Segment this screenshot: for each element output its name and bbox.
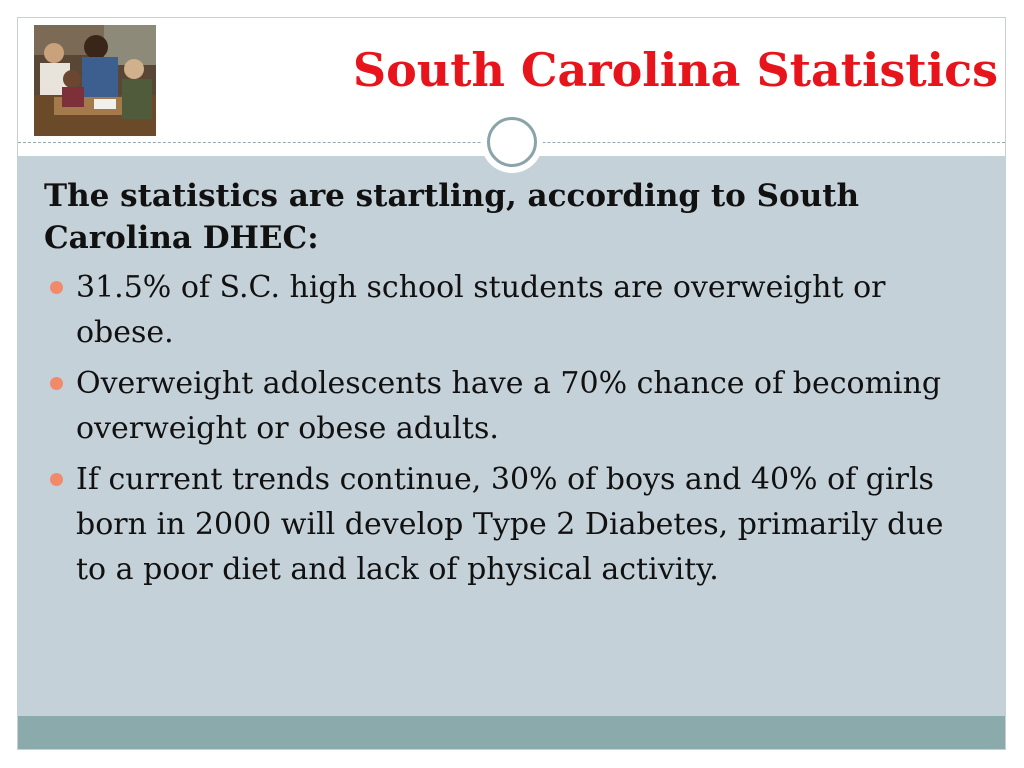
bullet-dot-icon — [50, 377, 63, 390]
classroom-photo-image — [34, 25, 156, 136]
bullet-item: 31.5% of S.C. high school students are o… — [44, 265, 974, 355]
bullet-text: Overweight adolescents have a 70% chance… — [76, 366, 942, 446]
page-title: South Carolina Statistics — [352, 43, 998, 97]
bullet-text: 31.5% of S.C. high school students are o… — [76, 270, 886, 350]
slide-content: The statistics are startling, according … — [44, 175, 974, 598]
bullet-list: 31.5% of S.C. high school students are o… — [44, 265, 974, 592]
circle-ornament-icon — [481, 111, 543, 173]
footer-band — [18, 716, 1005, 749]
bullet-item: If current trends continue, 30% of boys … — [44, 457, 974, 592]
content-panel — [18, 156, 1005, 716]
lead-text: The statistics are startling, according … — [44, 178, 860, 256]
classroom-photo — [34, 25, 156, 136]
bullet-dot-icon — [50, 281, 63, 294]
ornament-ring — [487, 117, 537, 167]
bullet-item: Overweight adolescents have a 70% chance… — [44, 361, 974, 451]
bullet-text: If current trends continue, 30% of boys … — [76, 462, 944, 587]
bullet-dot-icon — [50, 473, 63, 486]
